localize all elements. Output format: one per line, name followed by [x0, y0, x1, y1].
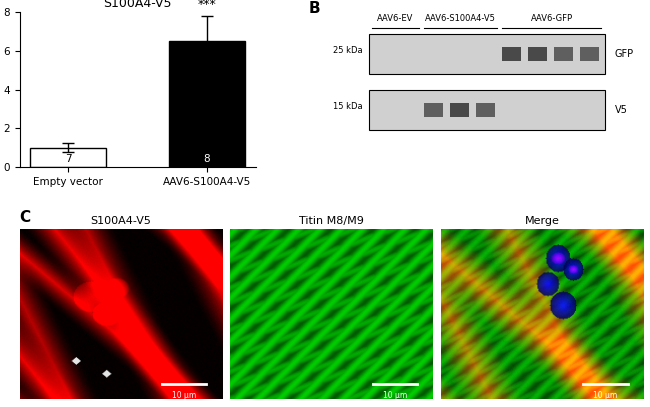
Text: C: C	[20, 210, 31, 225]
Bar	[554, 47, 573, 61]
Text: 7: 7	[65, 154, 72, 164]
Text: V5: V5	[615, 105, 628, 115]
Bar	[369, 90, 605, 130]
Text: 25 kDa: 25 kDa	[333, 46, 363, 55]
Bar	[168, 41, 245, 167]
Bar	[31, 148, 107, 167]
Text: 15 kDa: 15 kDa	[333, 102, 363, 111]
Bar	[502, 47, 521, 61]
Bar	[580, 47, 599, 61]
Title: S100A4-V5: S100A4-V5	[90, 217, 151, 227]
Text: AAV6-S100A4-V5: AAV6-S100A4-V5	[425, 14, 496, 23]
Text: AAV6-GFP: AAV6-GFP	[531, 14, 573, 23]
Title: Merge: Merge	[525, 217, 560, 227]
Bar	[450, 103, 469, 117]
Text: AAV6-EV: AAV6-EV	[377, 14, 413, 23]
Text: 10 μm: 10 μm	[593, 391, 618, 400]
Text: ***: ***	[198, 0, 216, 11]
Bar	[424, 103, 443, 117]
Bar	[528, 47, 547, 61]
Text: 10 μm: 10 μm	[172, 391, 196, 400]
Title: Titin M8/M9: Titin M8/M9	[299, 217, 364, 227]
Text: B: B	[309, 1, 320, 16]
Bar	[369, 34, 605, 74]
Text: GFP: GFP	[615, 49, 634, 59]
Bar	[476, 103, 495, 117]
Text: 10 μm: 10 μm	[383, 391, 407, 400]
Text: 8: 8	[203, 154, 210, 164]
Title: S100A4-V5: S100A4-V5	[103, 0, 172, 10]
